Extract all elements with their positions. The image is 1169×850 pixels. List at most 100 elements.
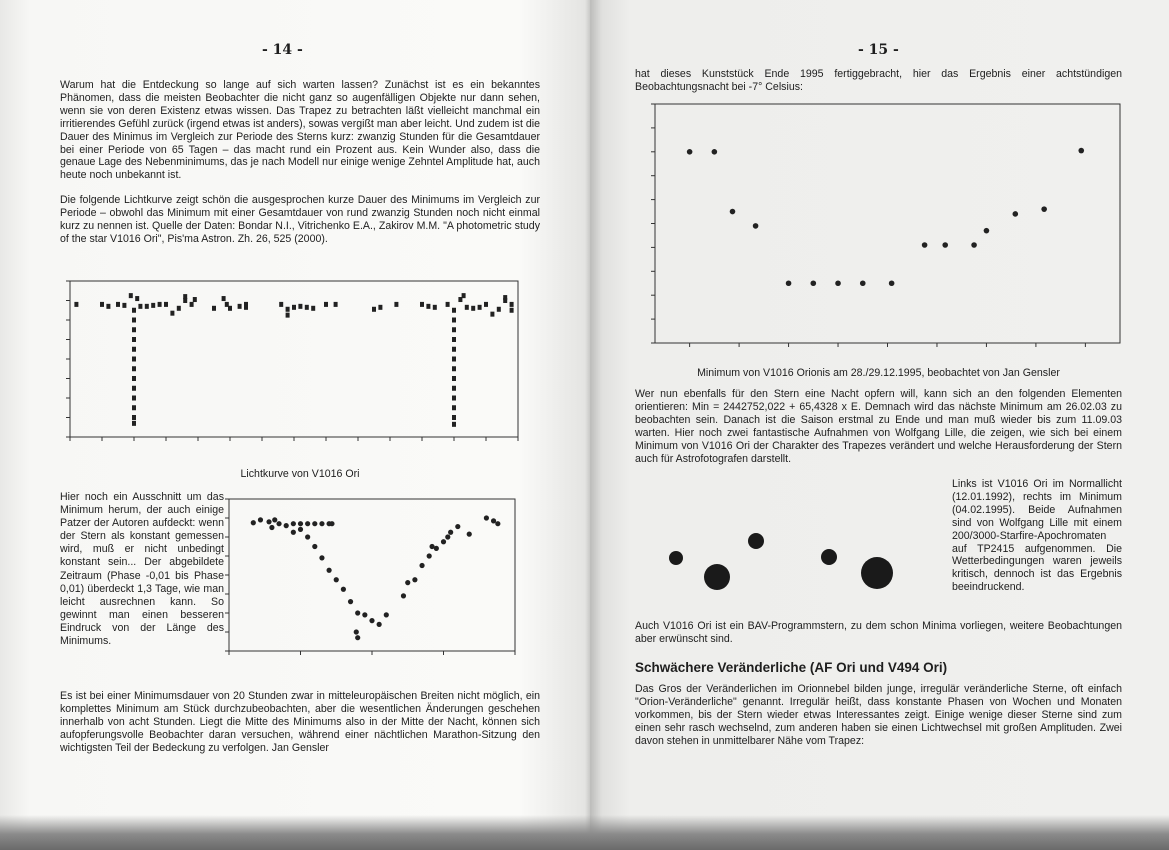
- data-point: [326, 567, 332, 573]
- data-point: [319, 555, 325, 561]
- data-point: [132, 385, 136, 391]
- data-point: [452, 366, 456, 372]
- data-point: [319, 521, 325, 527]
- data-point: [164, 301, 168, 307]
- data-point: [340, 586, 346, 592]
- data-point: [452, 317, 456, 323]
- data-point: [132, 307, 136, 313]
- data-point: [412, 577, 418, 583]
- data-point: [1041, 206, 1047, 212]
- data-point: [452, 385, 456, 391]
- data-point: [405, 580, 411, 586]
- data-point: [244, 304, 248, 310]
- data-point: [106, 303, 111, 309]
- data-point: [452, 421, 456, 427]
- light-curve-chart: [66, 280, 519, 441]
- data-point: [138, 303, 143, 309]
- data-point: [250, 520, 256, 526]
- data-point: [483, 515, 489, 521]
- data-point: [157, 301, 162, 307]
- data-point: [170, 310, 175, 316]
- data-point: [144, 303, 149, 309]
- scan-shadow: [0, 815, 1169, 850]
- data-point: [312, 521, 318, 527]
- data-point: [785, 280, 792, 287]
- data-point: [257, 517, 264, 523]
- data-point: [983, 227, 990, 234]
- data-point: [228, 305, 232, 311]
- data-point: [711, 149, 718, 155]
- data-point: [116, 301, 120, 307]
- data-point: [503, 295, 508, 301]
- data-point: [942, 242, 949, 248]
- paragraph: Warum hat die Entdeckung so lange auf si…: [60, 79, 540, 182]
- data-point: [835, 280, 841, 287]
- data-point: [132, 356, 136, 362]
- data-point: [276, 521, 282, 527]
- data-point: [333, 577, 339, 583]
- data-point: [452, 307, 456, 313]
- paragraph: Wer nun ebenfalls für den Stern eine Nac…: [635, 388, 1122, 465]
- data-point: [448, 529, 454, 535]
- data-point: [132, 395, 136, 401]
- data-point: [477, 304, 482, 310]
- chart-caption: Lichtkurve von V1016 Ori: [240, 468, 360, 480]
- data-point: [859, 280, 866, 287]
- data-point: [433, 545, 439, 551]
- data-point: [212, 305, 216, 311]
- data-point: [183, 294, 188, 300]
- plot-frame: [69, 280, 519, 438]
- data-point: [283, 523, 289, 529]
- data-point: [304, 304, 309, 310]
- data-point: [509, 307, 514, 313]
- paragraph: Die folgende Lichtkurve zeigt schön die …: [60, 194, 540, 245]
- data-point: [132, 337, 136, 342]
- star: [704, 564, 730, 590]
- data-point: [132, 346, 136, 352]
- data-point: [452, 376, 456, 381]
- data-point: [452, 405, 456, 411]
- data-point: [452, 395, 456, 401]
- data-point: [490, 518, 497, 524]
- data-point: [971, 242, 977, 248]
- data-point: [471, 305, 476, 311]
- paragraph: hat dieses Kunststück Ende 1995 fertigge…: [635, 68, 1122, 93]
- data-point: [455, 523, 461, 530]
- star: [748, 533, 764, 549]
- data-point: [466, 531, 472, 537]
- data-point: [378, 304, 383, 310]
- data-point: [221, 296, 226, 302]
- data-point: [490, 311, 495, 317]
- data-point: [132, 317, 136, 323]
- section-heading: Schwächere Veränderliche (AF Ori und V49…: [635, 660, 948, 675]
- data-point: [426, 303, 431, 309]
- data-point: [132, 415, 136, 420]
- data-point: [297, 526, 304, 532]
- star: [861, 557, 893, 589]
- data-point: [400, 593, 407, 599]
- data-point: [420, 301, 424, 307]
- data-point: [298, 303, 303, 309]
- data-point: [189, 301, 194, 307]
- data-point: [135, 296, 140, 302]
- data-point: [292, 304, 296, 310]
- data-point: [305, 534, 311, 540]
- plot-frame: [228, 498, 516, 652]
- data-point: [132, 366, 136, 372]
- data-point: [355, 635, 361, 641]
- star: [669, 551, 683, 565]
- data-point: [495, 521, 501, 527]
- star: [821, 549, 837, 565]
- data-point: [132, 327, 136, 333]
- page-number-left: - 14 -: [262, 42, 303, 58]
- data-point: [279, 301, 284, 307]
- data-point: [353, 629, 359, 635]
- data-point: [921, 242, 928, 248]
- data-point: [176, 305, 181, 311]
- data-point: [333, 301, 338, 307]
- data-point: [452, 346, 456, 352]
- data-point: [183, 298, 188, 303]
- data-point: [369, 618, 375, 624]
- data-point: [484, 301, 488, 307]
- data-point: [297, 521, 304, 527]
